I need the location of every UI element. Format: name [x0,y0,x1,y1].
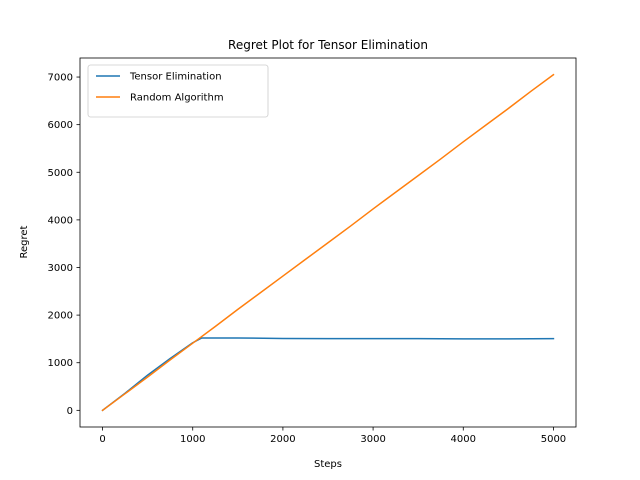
y-tick-label: 0 [67,406,73,417]
x-tick-label: 5000 [541,434,566,445]
y-axis: 0 1000 2000 3000 4000 5000 6000 7000 [48,73,80,417]
x-tick-label: 0 [99,434,105,445]
legend-label-2: Random Algorithm [130,93,224,104]
plot-frame [79,57,577,428]
legend-label-1: Tensor Elimination [129,72,222,83]
y-axis-label: Regret [19,225,30,258]
y-tick-label: 5000 [48,168,73,179]
y-tick-label: 7000 [48,73,73,84]
y-tick-label: 6000 [48,120,73,131]
x-tick-label: 3000 [360,434,385,445]
x-tick-label: 2000 [270,434,295,445]
y-tick-label: 2000 [48,311,73,322]
x-tick-label: 1000 [180,434,205,445]
y-tick-label: 1000 [48,358,73,369]
series-line-2 [101,73,555,412]
x-tick-label: 4000 [451,434,476,445]
y-tick-label: 3000 [48,263,73,274]
legend-box [87,64,269,118]
x-axis: 0 1000 2000 3000 4000 5000 [99,427,566,445]
y-tick-label: 4000 [48,215,73,226]
plot-area [79,57,577,428]
x-axis-label: Steps [314,459,342,470]
legend: Tensor Elimination Random Algorithm [87,64,269,118]
series-line-1 [101,337,555,412]
chart-title: Regret Plot for Tensor Elimination [228,38,428,52]
